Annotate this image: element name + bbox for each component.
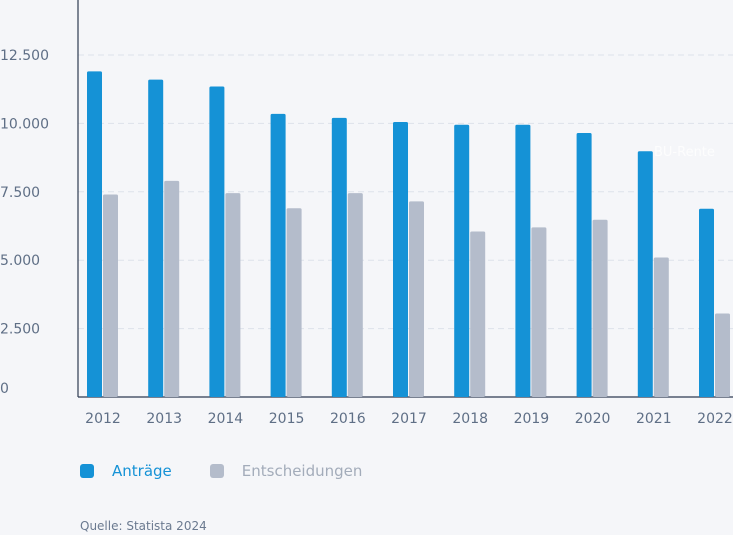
bar-antraege-2013 <box>148 79 164 398</box>
bar-antraege-2016 <box>331 117 347 397</box>
bar-entscheidungen-2016 <box>347 193 363 397</box>
bar-antraege-2012 <box>87 71 102 397</box>
bar-entscheidungen-2012 <box>103 194 118 397</box>
legend-item-antraege[interactable]: Anträge <box>80 462 172 480</box>
x-tick-label-2022: 2022 <box>697 411 733 427</box>
legend-item-entscheidungen[interactable]: Entscheidungen <box>209 462 363 480</box>
x-tick-label-2021: 2021 <box>636 411 672 427</box>
legend-swatch-antraege <box>80 464 94 478</box>
legend-swatch-entscheidungen <box>209 464 224 478</box>
watermark-text: BU-Rente <box>654 145 715 160</box>
bar-antraege-2014 <box>209 86 225 398</box>
x-tick-label-2018: 2018 <box>452 411 488 427</box>
bar-antraege-2021 <box>637 151 653 397</box>
bar-entscheidungen-2021 <box>653 257 669 397</box>
bar-entscheidungen-2014 <box>225 193 241 397</box>
x-tick-label-2016: 2016 <box>330 411 366 427</box>
chart-legend: Anträge Entscheidungen <box>80 462 400 480</box>
bar-entscheidungen-2017 <box>409 201 424 397</box>
x-tick-label-2014: 2014 <box>208 411 244 427</box>
legend-label-antraege: Anträge <box>112 462 172 480</box>
y-tick-label: 10.000 <box>0 116 49 132</box>
bar-entscheidungen-2015 <box>286 208 302 397</box>
bar-antraege-2019 <box>515 124 531 397</box>
bar-antraege-2017 <box>393 122 408 398</box>
bar-antraege-2015 <box>270 113 286 397</box>
bar-entscheidungen-2019 <box>531 227 547 397</box>
bar-antraege-2018 <box>454 124 470 397</box>
x-tick-label-2020: 2020 <box>575 411 611 427</box>
legend-label-entscheidungen: Entscheidungen <box>241 462 363 480</box>
y-tick-label: 2.500 <box>0 322 40 338</box>
source-note: Quelle: Statista 2024 <box>80 519 207 533</box>
y-tick-label: 12.500 <box>0 48 49 64</box>
x-tick-label-2017: 2017 <box>391 411 427 427</box>
bar-antraege-2022 <box>699 208 714 397</box>
y-tick-label: 5.000 <box>0 253 40 269</box>
bar-entscheidungen-2013 <box>164 180 180 397</box>
x-tick-label-2019: 2019 <box>514 411 550 427</box>
bar-entscheidungen-2018 <box>470 231 486 397</box>
bar-entscheidungen-2022 <box>715 313 730 397</box>
bar-chart: 0 2.500 5.000 7.500 10.000 12.500 2012 2013 2014… <box>0 0 733 427</box>
x-tick-label-2012: 2012 <box>85 411 121 427</box>
x-tick-label-2015: 2015 <box>269 411 305 427</box>
bar-entscheidungen-2020 <box>592 219 608 397</box>
y-tick-label: 0 <box>0 381 9 397</box>
y-tick-label: 7.500 <box>0 185 40 201</box>
x-tick-label-2013: 2013 <box>146 411 182 427</box>
bar-antraege-2020 <box>576 132 592 397</box>
